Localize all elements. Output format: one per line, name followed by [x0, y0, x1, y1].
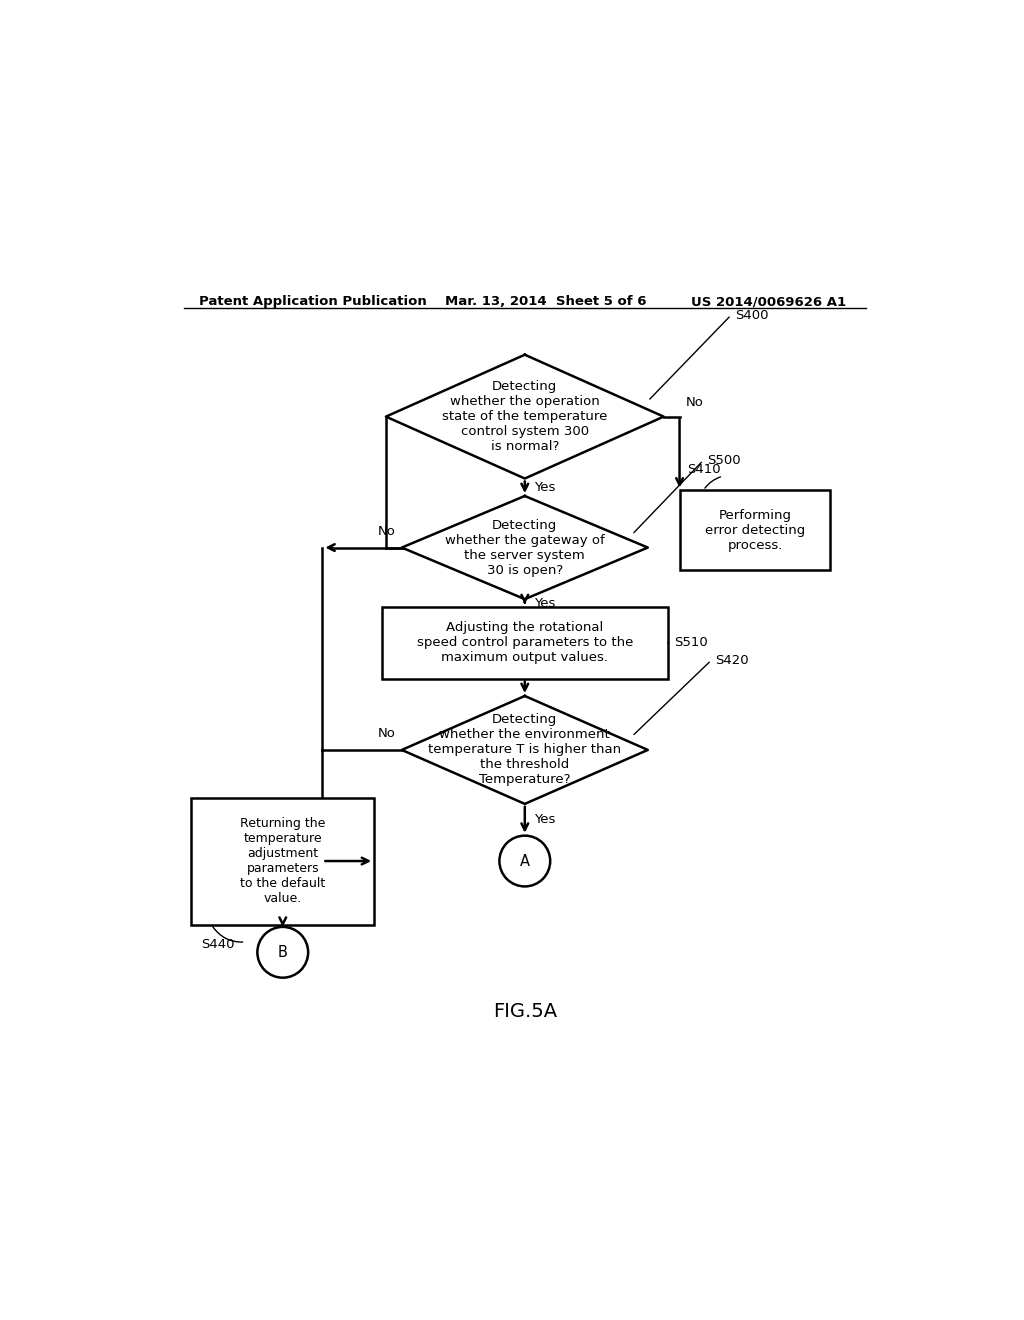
Text: S410: S410: [687, 463, 721, 477]
Text: No: No: [378, 525, 395, 539]
Circle shape: [257, 927, 308, 978]
Text: S400: S400: [735, 309, 769, 322]
Text: A: A: [520, 854, 529, 869]
Text: S440: S440: [201, 937, 234, 950]
Text: Patent Application Publication: Patent Application Publication: [200, 296, 427, 308]
Text: US 2014/0069626 A1: US 2014/0069626 A1: [691, 296, 847, 308]
Bar: [191, 797, 374, 924]
Text: Yes: Yes: [535, 813, 556, 826]
Text: Yes: Yes: [535, 480, 556, 494]
Text: Detecting
whether the operation
state of the temperature
control system 300
is n: Detecting whether the operation state of…: [442, 380, 607, 453]
Text: Yes: Yes: [535, 597, 556, 610]
Bar: [382, 607, 668, 678]
Text: Detecting
whether the environment
temperature T is higher than
the threshold
Tem: Detecting whether the environment temper…: [428, 713, 622, 787]
Text: FIG.5A: FIG.5A: [493, 1002, 557, 1022]
Text: No: No: [378, 727, 395, 741]
Text: Detecting
whether the gateway of
the server system
30 is open?: Detecting whether the gateway of the ser…: [444, 519, 605, 577]
Text: S420: S420: [715, 653, 749, 667]
Text: S500: S500: [708, 454, 741, 467]
Text: Adjusting the rotational
speed control parameters to the
maximum output values.: Adjusting the rotational speed control p…: [417, 622, 633, 664]
Circle shape: [500, 836, 550, 887]
Text: No: No: [686, 396, 703, 409]
Text: Returning the
temperature
adjustment
parameters
to the default
value.: Returning the temperature adjustment par…: [240, 817, 326, 906]
Text: S510: S510: [674, 636, 708, 649]
Bar: [680, 491, 830, 570]
Text: Performing
error detecting
process.: Performing error detecting process.: [705, 508, 805, 552]
Text: B: B: [278, 945, 288, 960]
Text: Mar. 13, 2014  Sheet 5 of 6: Mar. 13, 2014 Sheet 5 of 6: [445, 296, 647, 308]
